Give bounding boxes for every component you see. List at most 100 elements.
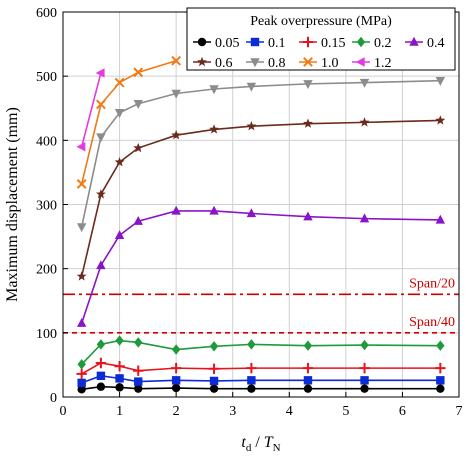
- data-point: [409, 36, 419, 46]
- legend-entry: 0.4: [405, 36, 445, 51]
- data-point: [197, 56, 207, 67]
- legend-box: [186, 7, 456, 71]
- data-point: [171, 344, 181, 355]
- legend-label: 0.8: [268, 56, 286, 71]
- data-point: [435, 115, 446, 125]
- reference-line-label: Span/20: [409, 276, 455, 291]
- grid: [62, 11, 460, 398]
- data-point: [76, 368, 87, 380]
- data-point: [303, 384, 313, 393]
- series-line: [81, 362, 441, 375]
- data-point: [435, 76, 446, 86]
- data-point: [171, 205, 181, 215]
- reference-line-label: Span/40: [409, 315, 455, 330]
- data-point: [76, 318, 87, 327]
- data-point: [246, 208, 257, 218]
- data-point: [250, 37, 260, 47]
- data-point: [436, 384, 445, 393]
- reference-lines: Span/20 Span/40: [63, 276, 459, 334]
- series-line: [80, 60, 177, 185]
- data-point: [171, 376, 181, 385]
- legend-label: 1.2: [374, 56, 392, 71]
- data-point: [355, 57, 365, 67]
- data-point: [302, 362, 314, 374]
- data-series: [76, 55, 446, 394]
- series-line: [81, 385, 441, 391]
- series-0.2: [77, 335, 445, 370]
- legend-entry: 0.05: [193, 36, 240, 51]
- x-tick-label: 6: [399, 404, 406, 419]
- data-point: [246, 82, 257, 92]
- data-point: [115, 335, 124, 346]
- data-point: [208, 363, 220, 374]
- data-point: [303, 340, 313, 351]
- series-0.05: [77, 382, 445, 394]
- axes: 0 1 2 3 4 5 6 7 0 100 200 300 400 500 600 Maximum displ…: [4, 6, 463, 454]
- data-point: [247, 339, 256, 350]
- data-point: [302, 36, 314, 48]
- data-point: [77, 378, 86, 388]
- y-tick-label: 300: [36, 199, 57, 214]
- legend-entry: 1.0: [299, 56, 339, 71]
- legend-label: 0.6: [215, 56, 233, 71]
- series-1.0: [76, 55, 182, 189]
- data-point: [360, 339, 369, 351]
- data-point: [76, 142, 86, 152]
- legend-label: 0.1: [268, 36, 286, 51]
- series-line: [80, 79, 441, 228]
- data-point: [250, 58, 260, 68]
- legend-label: 0.05: [215, 36, 240, 51]
- x-tick-label: 7: [456, 404, 463, 419]
- data-point: [359, 117, 370, 127]
- legend-entry: 0.1: [246, 36, 286, 51]
- data-point: [303, 211, 313, 221]
- data-point: [77, 359, 86, 370]
- legend-entry: 0.8: [246, 56, 286, 71]
- x-axis-title: td / TN: [241, 434, 280, 454]
- data-point: [96, 260, 106, 270]
- data-point: [246, 121, 257, 131]
- data-point: [76, 179, 87, 189]
- series-line: [81, 375, 441, 384]
- data-point: [96, 339, 106, 350]
- data-point: [303, 57, 313, 67]
- data-point: [96, 133, 106, 143]
- data-point: [114, 230, 125, 239]
- series-0.1: [77, 371, 445, 388]
- data-point: [96, 382, 106, 391]
- data-point: [171, 89, 181, 99]
- data-point: [436, 340, 445, 351]
- legend-label: 0.15: [321, 36, 346, 51]
- legend-title: Peak overpressure (MPa): [250, 14, 392, 29]
- data-point: [209, 205, 219, 215]
- y-tick-label: 0: [50, 391, 57, 406]
- series-0.15: [76, 357, 446, 380]
- data-point: [360, 384, 369, 393]
- series-1.2: [76, 68, 105, 152]
- x-tick-label: 2: [173, 404, 180, 419]
- legend-entry: 0.6: [193, 56, 233, 71]
- series-0.4: [76, 205, 446, 327]
- x-tick-label: 4: [286, 404, 293, 419]
- data-point: [209, 376, 219, 386]
- data-point: [359, 213, 370, 223]
- data-point: [133, 67, 144, 78]
- data-point: [435, 362, 446, 374]
- data-point: [77, 385, 86, 394]
- data-point: [209, 124, 219, 134]
- series-line: [81, 339, 441, 365]
- series-line: [80, 72, 102, 147]
- data-point: [114, 361, 125, 372]
- data-point: [76, 271, 87, 281]
- data-point: [171, 383, 181, 393]
- series-0.8: [76, 76, 446, 233]
- data-point: [114, 156, 125, 167]
- data-point: [209, 384, 219, 393]
- data-point: [134, 337, 143, 348]
- data-point: [133, 365, 144, 376]
- data-point: [115, 374, 124, 383]
- legend-label: 1.0: [321, 56, 339, 71]
- data-point: [114, 109, 125, 118]
- data-point: [209, 341, 219, 352]
